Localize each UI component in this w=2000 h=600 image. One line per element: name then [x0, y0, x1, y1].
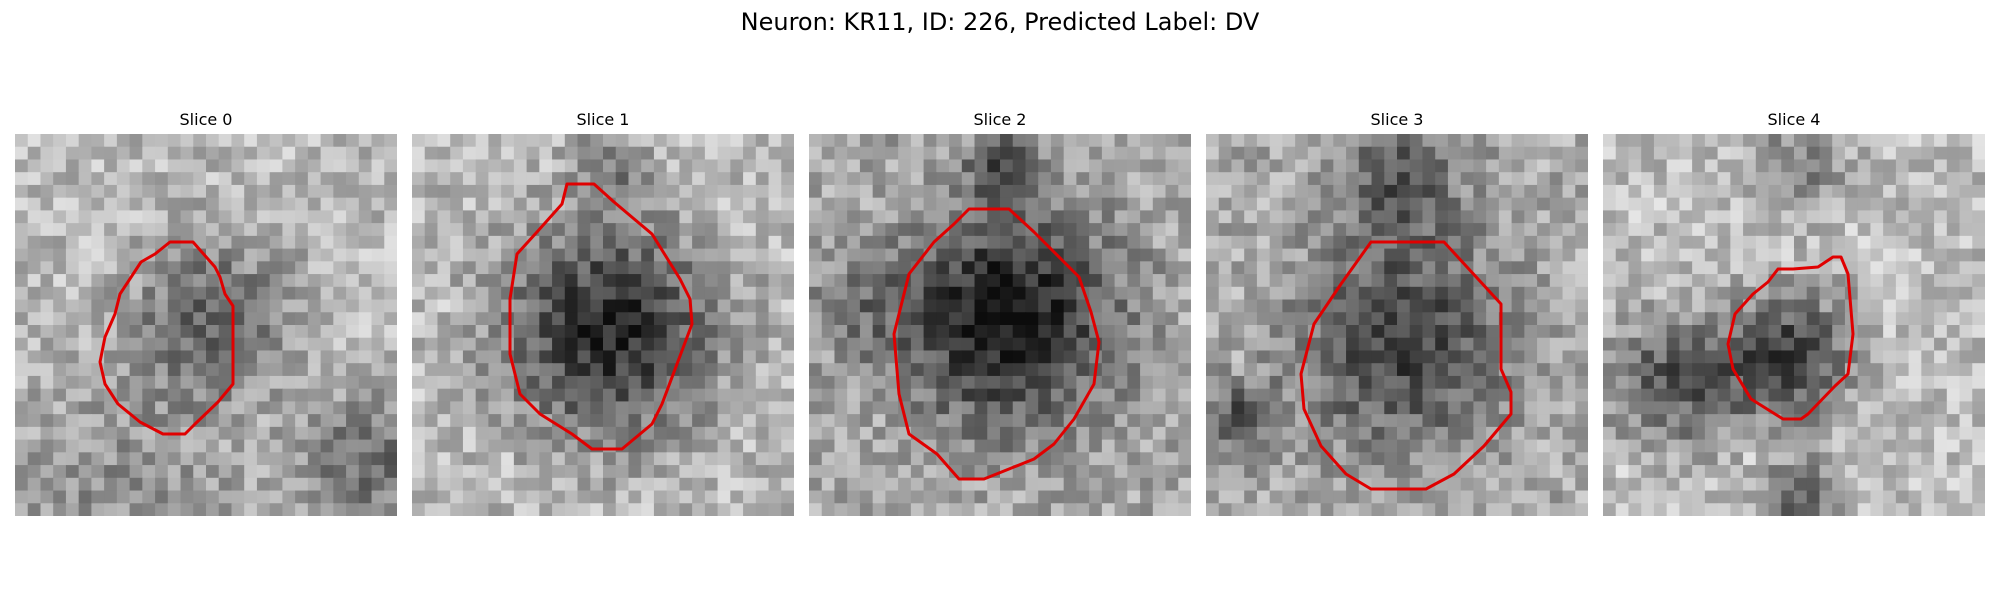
microscopy-slice-1	[412, 134, 794, 516]
slice-image	[1603, 134, 1985, 516]
slice-image	[15, 134, 397, 516]
slice-image	[1206, 134, 1588, 516]
figure-title: Neuron: KR11, ID: 226, Predicted Label: …	[740, 8, 1260, 36]
roi-contour	[892, 207, 1101, 481]
slice-panel-4: Slice 4	[1603, 110, 1985, 522]
slice-panel-0: Slice 0	[15, 110, 397, 522]
slice-title: Slice 2	[973, 110, 1027, 129]
slice-panel-3: Slice 3	[1206, 110, 1588, 522]
slice-title: Slice 0	[179, 110, 233, 129]
roi-contour	[1299, 240, 1513, 491]
microscopy-slice-4	[1603, 134, 1985, 516]
roi-contour	[98, 240, 235, 436]
slice-image	[809, 134, 1191, 516]
slice-title: Slice 4	[1767, 110, 1821, 129]
slice-title: Slice 1	[576, 110, 630, 129]
slice-panel-2: Slice 2	[809, 110, 1191, 522]
microscopy-slice-0	[15, 134, 397, 516]
slice-image	[412, 134, 794, 516]
slice-panel-1: Slice 1	[412, 110, 794, 522]
roi-contour	[508, 182, 694, 451]
slice-title: Slice 3	[1370, 110, 1424, 129]
microscopy-slice-2	[809, 134, 1191, 516]
microscopy-slice-3	[1206, 134, 1588, 516]
roi-contour	[1726, 255, 1855, 421]
